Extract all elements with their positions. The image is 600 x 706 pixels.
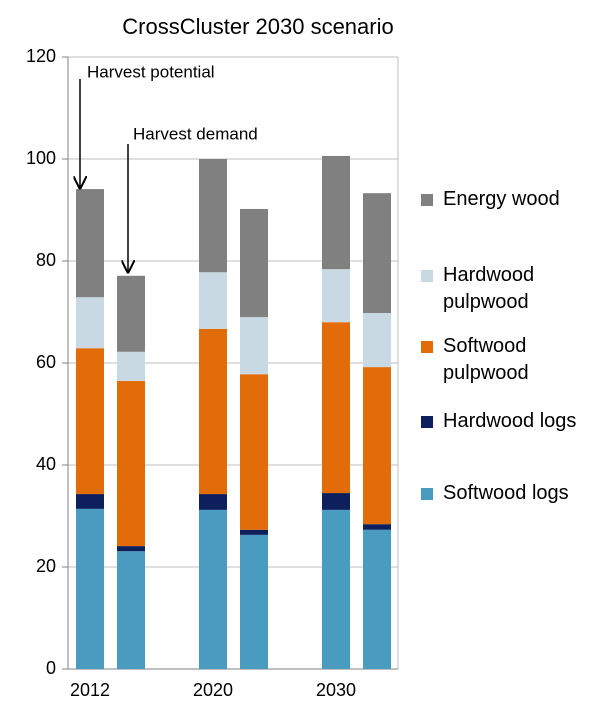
bar-segment [117, 351, 145, 381]
bar-segment [363, 313, 391, 368]
bar-segment [363, 367, 391, 525]
y-tick-label: 0 [46, 658, 56, 678]
bar-segment [76, 348, 104, 495]
bar-segment [240, 529, 268, 535]
annotation: Harvest potential [87, 62, 215, 81]
legend-label: Softwood pulpwood [443, 335, 529, 384]
x-tick-label: 2030 [316, 680, 356, 700]
legend-label: Energy wood [443, 188, 560, 210]
bar-segment [199, 159, 227, 273]
legend-swatch [421, 194, 433, 206]
x-tick-label: 2012 [70, 680, 110, 700]
legend-swatch [421, 270, 433, 282]
bar-segment [117, 275, 145, 352]
y-tick-label: 20 [36, 556, 56, 576]
bar-segment [117, 546, 145, 552]
bar-segment [117, 551, 145, 669]
legend-label: Softwood logs [443, 482, 569, 504]
bar-segment [363, 193, 391, 314]
bar-segment [322, 155, 350, 270]
bar-segment [322, 493, 350, 510]
bar-segment [76, 494, 104, 509]
bar-segment [240, 374, 268, 530]
bar-segment [363, 524, 391, 530]
y-tick-label: 120 [26, 46, 56, 66]
bar-segment [322, 509, 350, 669]
bar-segment [240, 534, 268, 669]
legend-swatch [421, 341, 433, 353]
y-tick-label: 100 [26, 148, 56, 168]
bar-segment [322, 269, 350, 323]
annotation: Harvest demand [133, 124, 258, 143]
bar-segment [199, 328, 227, 495]
legend-swatch [421, 488, 433, 500]
bar-segment [76, 297, 104, 349]
bar-segment [322, 322, 350, 494]
legend-label: Hardwood pulpwood [443, 264, 535, 313]
bar-segment [363, 529, 391, 669]
bar-segment [199, 272, 227, 329]
x-tick-label: 2020 [193, 680, 233, 700]
bar-segment [76, 508, 104, 669]
bar-segment [240, 317, 268, 375]
legend-label: Hardwood logs [443, 410, 577, 432]
bar-segment [76, 189, 104, 298]
bar-segment [240, 208, 268, 318]
bar-segment [199, 494, 227, 510]
y-tick-label: 80 [36, 250, 56, 270]
legend-swatch [421, 416, 433, 428]
chart-title: CrossCluster 2030 scenario [122, 14, 393, 39]
y-tick-label: 60 [36, 352, 56, 372]
bar-segment [199, 509, 227, 669]
y-tick-label: 40 [36, 454, 56, 474]
bar-segment [117, 380, 145, 547]
